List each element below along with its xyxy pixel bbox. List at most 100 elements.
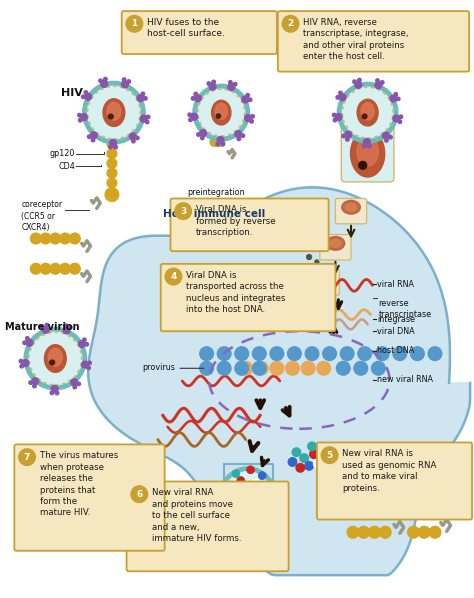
Circle shape [101,81,108,87]
Circle shape [50,360,55,365]
Circle shape [310,450,319,459]
Circle shape [358,347,372,361]
Ellipse shape [342,142,393,169]
Ellipse shape [357,137,378,166]
Circle shape [210,138,219,147]
Polygon shape [88,187,470,575]
Circle shape [253,347,266,361]
Circle shape [228,84,235,90]
Circle shape [305,462,313,470]
Circle shape [140,115,147,122]
Circle shape [342,87,393,138]
Circle shape [114,145,118,149]
Circle shape [200,130,207,136]
Circle shape [232,502,246,516]
Circle shape [292,448,301,457]
Circle shape [353,80,356,84]
Circle shape [105,188,119,202]
Circle shape [345,131,352,138]
Ellipse shape [222,472,273,530]
Circle shape [393,115,400,122]
Circle shape [237,477,245,484]
Circle shape [40,263,51,274]
FancyBboxPatch shape [161,264,336,331]
Circle shape [315,260,319,264]
Circle shape [252,478,259,486]
Circle shape [316,219,321,224]
Circle shape [87,135,91,139]
Circle shape [232,486,246,499]
Circle shape [194,95,201,102]
Circle shape [191,97,195,100]
Circle shape [79,341,85,347]
Circle shape [70,233,80,244]
Circle shape [359,161,367,169]
FancyBboxPatch shape [171,199,328,251]
Ellipse shape [48,348,62,366]
Circle shape [165,269,182,285]
Circle shape [396,97,400,100]
Circle shape [242,96,249,103]
Text: New viral RNA
and proteins move
to the cell surface
and a new,
immature HIV form: New viral RNA and proteins move to the c… [152,489,241,543]
Circle shape [42,327,49,333]
Circle shape [372,361,385,375]
Circle shape [339,91,342,94]
Circle shape [419,526,430,538]
Circle shape [255,361,268,375]
Circle shape [325,225,328,229]
Circle shape [248,98,252,102]
Circle shape [45,324,48,327]
Circle shape [233,83,237,86]
Ellipse shape [237,486,258,515]
Circle shape [126,16,143,32]
Circle shape [107,158,117,168]
Circle shape [336,96,339,99]
FancyBboxPatch shape [122,11,277,54]
Circle shape [24,327,87,390]
Circle shape [87,366,91,370]
Circle shape [217,136,224,144]
Circle shape [337,83,398,143]
Circle shape [51,385,58,392]
Circle shape [301,361,315,375]
Circle shape [82,361,89,368]
Circle shape [30,233,41,244]
Circle shape [71,379,78,386]
Text: 1: 1 [131,19,137,28]
Circle shape [337,361,350,375]
Circle shape [369,526,380,538]
Circle shape [107,168,117,178]
Circle shape [191,113,198,120]
Circle shape [249,502,263,516]
Circle shape [104,77,107,81]
Ellipse shape [346,203,356,211]
Circle shape [109,145,112,149]
Text: 2: 2 [287,19,294,28]
Circle shape [305,347,319,361]
Circle shape [375,347,389,361]
Circle shape [23,341,27,344]
Circle shape [50,233,61,244]
Circle shape [383,132,389,139]
Ellipse shape [215,103,228,120]
Circle shape [82,95,85,99]
Circle shape [193,84,249,141]
Circle shape [29,332,82,385]
Circle shape [286,361,299,375]
Circle shape [64,324,67,327]
Circle shape [141,92,145,96]
Text: provirus: provirus [143,363,175,372]
Circle shape [321,447,338,463]
Circle shape [339,94,346,100]
Circle shape [335,114,342,120]
Circle shape [146,120,149,124]
Circle shape [19,449,36,465]
Ellipse shape [218,467,278,535]
Text: viral RNA: viral RNA [377,280,414,289]
Circle shape [50,391,54,395]
Circle shape [235,347,248,361]
Circle shape [194,92,198,96]
Circle shape [313,459,322,468]
Circle shape [81,114,87,121]
Circle shape [340,347,354,361]
